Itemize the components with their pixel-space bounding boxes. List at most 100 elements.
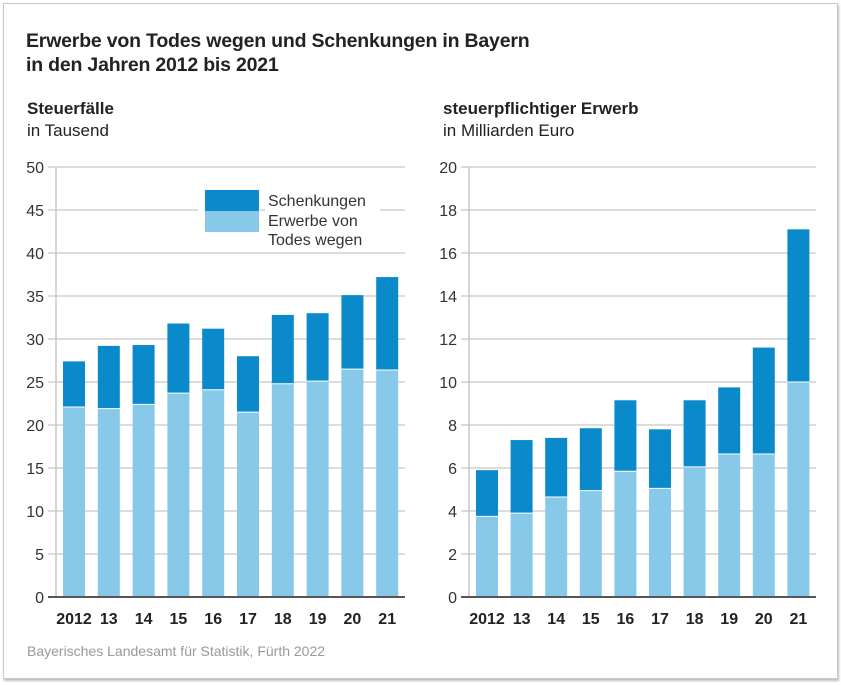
x-tick-label: 20 — [755, 611, 773, 628]
y-tick-label: 0 — [448, 590, 457, 607]
title-line-1: Erwerbe von Todes wegen und Schenkungen … — [26, 30, 530, 52]
legend-swatch-schenkungen — [205, 190, 259, 211]
bar-schenkungen-13 — [510, 440, 533, 514]
bar-erwerbe-19 — [306, 381, 329, 597]
y-tick-label: 30 — [26, 332, 44, 349]
bar-schenkungen-14 — [545, 437, 568, 498]
bar-erwerbe-2012 — [476, 516, 498, 597]
x-tick-label: 15 — [170, 611, 188, 628]
bar-schenkungen-21 — [376, 277, 399, 370]
y-tick-label: 35 — [26, 289, 44, 306]
bar-erwerbe-14 — [132, 404, 155, 597]
legend-label-erwerbe-line2: Todes wegen — [268, 232, 362, 249]
bar-erwerbe-16 — [202, 389, 225, 597]
x-tick-label: 19 — [720, 611, 738, 628]
y-tick-label: 4 — [448, 504, 457, 521]
x-tick-label: 2012 — [56, 611, 92, 628]
y-tick-label: 20 — [439, 160, 457, 177]
legend: Schenkungen Erwerbe von Todes wegen — [198, 185, 380, 249]
bar-schenkungen-13 — [97, 345, 120, 409]
bar-schenkungen-2012 — [63, 361, 85, 407]
x-tick-label: 20 — [344, 611, 362, 628]
x-tick-label: 19 — [309, 611, 327, 628]
bar-schenkungen-20 — [341, 295, 364, 370]
figure-title: Erwerbe von Todes wegen und Schenkungen … — [26, 29, 530, 77]
y-tick-label: 5 — [35, 547, 44, 564]
legend-label-erwerbe-line1: Erwerbe von — [268, 213, 358, 230]
left-chart: 0 5 10 15 20 25 30 35 40 45 50 2012 13 14 15 16 17 18 19 20… — [26, 160, 405, 628]
y-tick-label: 20 — [26, 418, 44, 435]
title-line-2: in den Jahren 2012 bis 2021 — [26, 54, 279, 76]
y-tick-label: 25 — [26, 375, 44, 392]
x-tick-label: 16 — [617, 611, 635, 628]
bar-erwerbe-18 — [683, 466, 706, 597]
bar-schenkungen-14 — [132, 345, 155, 405]
bar-schenkungen-18 — [271, 314, 294, 384]
bar-schenkungen-17 — [237, 356, 259, 413]
bar-erwerbe-18 — [271, 383, 294, 597]
bar-erwerbe-13 — [510, 513, 533, 597]
bar-erwerbe-13 — [97, 408, 120, 597]
bar-erwerbe-15 — [167, 393, 190, 597]
y-tick-label: 14 — [439, 289, 457, 306]
bar-schenkungen-15 — [167, 323, 190, 394]
legend-label-schenkungen: Schenkungen — [268, 193, 366, 210]
bar-erwerbe-17 — [237, 412, 259, 597]
y-tick-label: 8 — [448, 418, 457, 435]
bar-schenkungen-15 — [579, 428, 602, 491]
y-tick-label: 10 — [26, 504, 44, 521]
y-tick-label: 45 — [26, 203, 44, 220]
y-tick-label: 6 — [448, 461, 457, 478]
bar-schenkungen-16 — [614, 400, 637, 472]
y-tick-label: 12 — [439, 332, 457, 349]
y-tick-label: 2 — [448, 547, 457, 564]
legend-text-background — [265, 185, 380, 247]
x-tick-label: 15 — [582, 611, 600, 628]
bar-schenkungen-16 — [202, 328, 225, 390]
right-chart-title: steuerpflichtiger Erwerb — [443, 99, 639, 118]
y-tick-label: 40 — [26, 246, 44, 263]
bar-erwerbe-20 — [752, 454, 775, 597]
right-chart-unit: in Milliarden Euro — [443, 121, 575, 140]
x-tick-label: 18 — [274, 611, 292, 628]
y-tick-label: 10 — [439, 375, 457, 392]
x-tick-label: 13 — [513, 611, 531, 628]
bar-erwerbe-20 — [341, 369, 364, 597]
bar-erwerbe-16 — [614, 471, 637, 597]
bar-schenkungen-20 — [752, 347, 775, 455]
source-note: Bayerisches Landesamt für Statistik, Für… — [27, 643, 326, 659]
y-tick-label: 15 — [26, 461, 44, 478]
left-chart-title: Steuerfälle — [27, 99, 114, 118]
bar-erwerbe-21 — [787, 382, 810, 597]
x-tick-label: 16 — [204, 611, 222, 628]
x-tick-label: 18 — [686, 611, 704, 628]
bar-erwerbe-14 — [545, 497, 568, 597]
x-tick-label: 21 — [378, 611, 396, 628]
bar-schenkungen-19 — [718, 387, 741, 455]
y-tick-label: 0 — [35, 590, 44, 607]
x-tick-label: 14 — [547, 611, 565, 628]
bar-schenkungen-2012 — [476, 470, 498, 517]
bar-schenkungen-21 — [787, 229, 810, 382]
x-tick-label: 17 — [651, 611, 669, 628]
legend-swatch-erwerbe — [205, 211, 259, 232]
bar-schenkungen-17 — [649, 429, 671, 489]
bar-schenkungen-18 — [683, 400, 706, 467]
bar-erwerbe-15 — [579, 490, 602, 597]
y-tick-label: 16 — [439, 246, 457, 263]
left-chart-unit: in Tausend — [27, 121, 109, 140]
x-tick-label: 14 — [135, 611, 153, 628]
bar-erwerbe-17 — [649, 488, 671, 597]
bar-schenkungen-19 — [306, 313, 329, 382]
x-tick-label: 17 — [239, 611, 257, 628]
x-tick-label: 21 — [790, 611, 808, 628]
right-chart: 0 2 4 6 8 10 12 14 16 18 20 2012 13 14 15 16 17 18 19 20 21 — [439, 160, 816, 628]
bar-erwerbe-21 — [376, 369, 399, 597]
bar-erwerbe-2012 — [63, 406, 85, 597]
bar-erwerbe-19 — [718, 454, 741, 597]
x-tick-label: 13 — [100, 611, 118, 628]
y-tick-label: 50 — [26, 160, 44, 177]
y-tick-label: 18 — [439, 203, 457, 220]
x-tick-label: 2012 — [469, 611, 505, 628]
